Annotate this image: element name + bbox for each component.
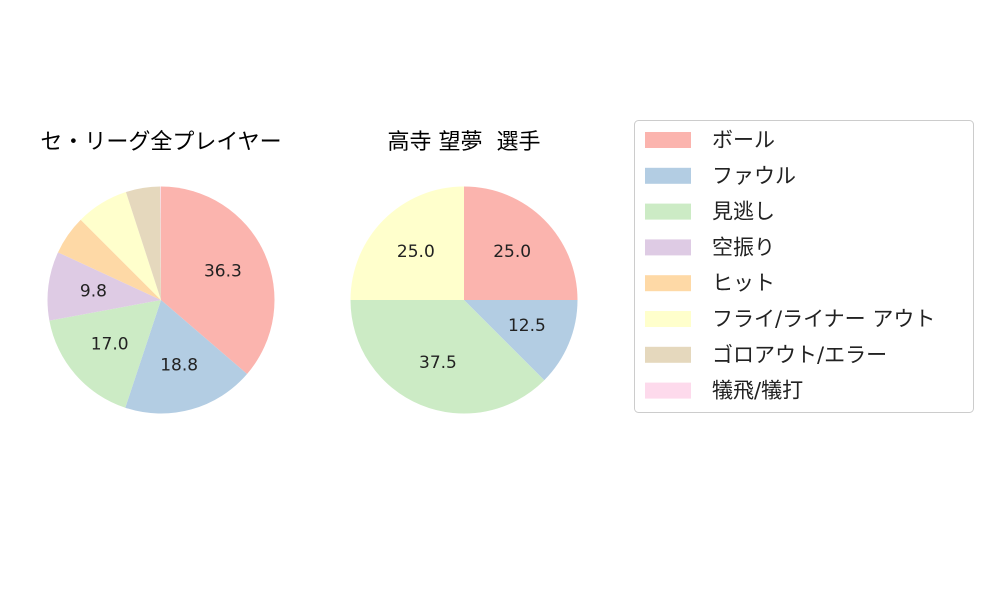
pie-slice-player-0 [464,186,578,300]
pie-value-label-league-1: 18.8 [160,356,198,376]
pie-labels-league: 36.3 18.8 17.0 9.8 [80,262,242,376]
pie-slice-player-2 [350,300,545,414]
legend-swatch-0 [645,132,691,148]
legend-swatch-1 [645,167,691,184]
legend-label-3: 空振り [712,235,775,259]
pie-value-label-player-5: 25.0 [397,242,435,262]
legend-swatch-2 [645,203,691,220]
legend-swatch-7 [645,382,691,399]
pie-value-label-league-3: 9.8 [80,281,107,301]
chart-title-league: セ・リーグ全プレイヤー [40,130,281,155]
legend-label-6: ゴロアウト/エラー [712,343,887,367]
legend-label-5: フライ/ライナー アウト [712,307,935,331]
legend-swatch-4 [645,275,691,292]
legend-swatch-6 [645,346,691,363]
legend-label-0: ボール [712,128,775,152]
pie-chart-player: 高寺 望夢 選手 25.0 12.5 37.5 25.0 [350,130,578,414]
legend-swatch-5 [645,311,691,327]
pie-value-label-league-2: 17.0 [91,335,129,355]
pie-slice-league-3 [47,252,161,321]
pie-slice-player-5 [350,186,464,300]
legend-label-7: 犠飛/犠打 [712,379,803,403]
legend-label-4: ヒット [712,271,775,295]
pie-labels-player: 25.0 12.5 37.5 25.0 [397,242,546,373]
pie-slice-player-1 [464,300,578,381]
pie-slice-league-1 [125,300,248,414]
pie-value-label-player-0: 25.0 [493,242,531,262]
pie-slice-league-5 [80,192,161,300]
legend-frame [634,120,974,413]
legend-label-2: 見逃し [712,200,775,224]
pie-value-label-league-0: 36.3 [204,262,242,282]
pie-slice-league-0 [161,186,275,374]
pie-slices-league [47,186,275,414]
pie-slice-league-2 [49,300,162,408]
legend-label-1: ファウル [712,164,796,188]
pie-chart-league: セ・リーグ全プレイヤー 36.3 18.8 17.0 9.8 [40,130,282,414]
legend-swatch-3 [645,239,691,256]
pie-slice-league-6 [125,186,161,300]
pie-slice-league-4 [58,219,161,300]
chart-title-player: 高寺 望夢 選手 [388,130,541,155]
pie-slices-player [350,186,578,414]
pie-value-label-player-1: 12.5 [508,316,546,336]
pie-value-label-player-2: 37.5 [419,353,457,373]
pie-slice-league-7 [160,186,161,300]
